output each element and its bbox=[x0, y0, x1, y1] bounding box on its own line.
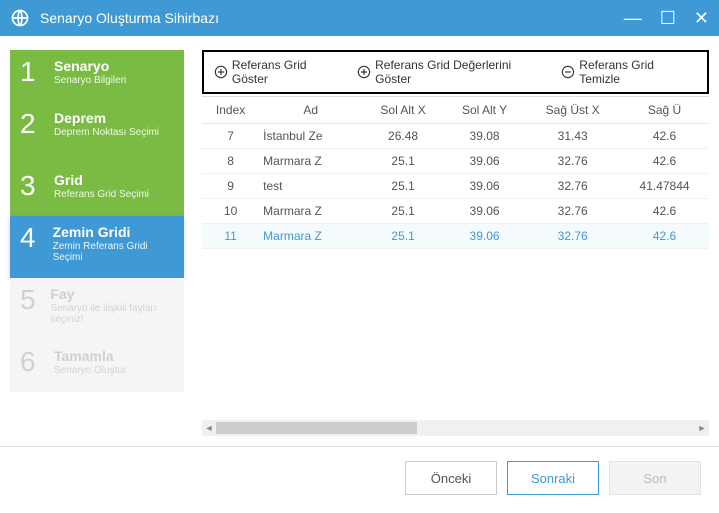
show-values-label: Referans Grid Değerlerini Göster bbox=[375, 58, 549, 86]
prev-button[interactable]: Önceki bbox=[405, 461, 497, 495]
scroll-left-icon[interactable]: ◄ bbox=[202, 421, 216, 435]
scroll-thumb[interactable] bbox=[216, 422, 417, 434]
step-subtitle: Zemin Referans Gridi Seçimi bbox=[53, 241, 174, 263]
table-cell: 32.76 bbox=[525, 224, 620, 249]
column-header[interactable]: Sol Alt Y bbox=[444, 97, 525, 124]
window-controls: — ☐ ✕ bbox=[624, 9, 709, 27]
finish-button: Son bbox=[609, 461, 701, 495]
step-title: Grid bbox=[54, 172, 149, 188]
step-number: 2 bbox=[20, 110, 48, 138]
table-row[interactable]: 8Marmara Z25.139.0632.7642.6 bbox=[202, 149, 709, 174]
table-cell: 10 bbox=[202, 199, 259, 224]
maximize-button[interactable]: ☐ bbox=[660, 9, 676, 27]
table-cell: 39.06 bbox=[444, 199, 525, 224]
scroll-track[interactable] bbox=[216, 422, 695, 434]
show-grid-label: Referans Grid Göster bbox=[232, 58, 345, 86]
table-cell: 25.1 bbox=[362, 149, 444, 174]
content-area: Referans Grid Göster Referans Grid Değer… bbox=[202, 50, 709, 436]
table-cell: 42.6 bbox=[620, 149, 709, 174]
table-cell: 25.1 bbox=[362, 174, 444, 199]
wizard-steps: 1 SenaryoSenaryo Bilgileri 2 DepremDeprem N… bbox=[10, 50, 184, 436]
table-cell: 26.48 bbox=[362, 124, 444, 149]
close-button[interactable]: ✕ bbox=[694, 9, 709, 27]
table-cell: 8 bbox=[202, 149, 259, 174]
table-row[interactable]: 10Marmara Z25.139.0632.7642.6 bbox=[202, 199, 709, 224]
toolbar: Referans Grid Göster Referans Grid Değer… bbox=[202, 50, 709, 94]
titlebar: Senaryo Oluşturma Sihirbazı — ☐ ✕ bbox=[0, 0, 719, 36]
step-title: Zemin Gridi bbox=[53, 224, 174, 240]
clear-grid-label: Referans Grid Temizle bbox=[579, 58, 697, 86]
plus-circle-icon bbox=[357, 65, 371, 79]
step-subtitle: Senaryo Bilgileri bbox=[54, 75, 126, 86]
step-number: 6 bbox=[20, 348, 48, 376]
table-cell: 39.06 bbox=[444, 149, 525, 174]
table-body: 7İstanbul Ze26.4839.0831.4342.68Marmara … bbox=[202, 124, 709, 249]
column-header[interactable]: Ad bbox=[259, 97, 362, 124]
clear-grid-button[interactable]: Referans Grid Temizle bbox=[557, 56, 701, 88]
table-row[interactable]: 7İstanbul Ze26.4839.0831.4342.6 bbox=[202, 124, 709, 149]
table-cell: 9 bbox=[202, 174, 259, 199]
minimize-button[interactable]: — bbox=[624, 9, 642, 27]
table-cell: 31.43 bbox=[525, 124, 620, 149]
wizard-step-4[interactable]: 4 Zemin GridiZemin Referans Gridi Seçimi bbox=[10, 216, 184, 278]
table-cell: 39.06 bbox=[444, 174, 525, 199]
scroll-right-icon[interactable]: ► bbox=[695, 421, 709, 435]
window-title: Senaryo Oluşturma Sihirbazı bbox=[40, 10, 624, 26]
table-cell: İstanbul Ze bbox=[259, 124, 362, 149]
footer: Önceki Sonraki Son bbox=[0, 446, 719, 509]
wizard-step-3[interactable]: 3 GridReferans Grid Seçimi bbox=[10, 164, 184, 216]
table-cell: 42.6 bbox=[620, 199, 709, 224]
step-subtitle: Senaryo Oluştur bbox=[54, 365, 126, 376]
table-cell: 39.08 bbox=[444, 124, 525, 149]
table-cell: 11 bbox=[202, 224, 259, 249]
table-cell: 32.76 bbox=[525, 174, 620, 199]
table-cell: 7 bbox=[202, 124, 259, 149]
column-header[interactable]: Index bbox=[202, 97, 259, 124]
next-button[interactable]: Sonraki bbox=[507, 461, 599, 495]
table-cell: Marmara Z bbox=[259, 199, 362, 224]
step-number: 1 bbox=[20, 58, 48, 86]
table-cell: Marmara Z bbox=[259, 224, 362, 249]
table-cell: 39.06 bbox=[444, 224, 525, 249]
step-number: 3 bbox=[20, 172, 48, 200]
table-cell: 32.76 bbox=[525, 149, 620, 174]
column-header[interactable]: Sol Alt X bbox=[362, 97, 444, 124]
table-cell: 25.1 bbox=[362, 224, 444, 249]
plus-circle-icon bbox=[214, 65, 228, 79]
wizard-step-1[interactable]: 1 SenaryoSenaryo Bilgileri bbox=[10, 50, 184, 102]
table-cell: Marmara Z bbox=[259, 149, 362, 174]
table-row[interactable]: 11Marmara Z25.139.0632.7642.6 bbox=[202, 224, 709, 249]
step-subtitle: Referans Grid Seçimi bbox=[54, 189, 149, 200]
wizard-step-6[interactable]: 6 TamamlaSenaryo Oluştur bbox=[10, 340, 184, 392]
minus-circle-icon bbox=[561, 65, 575, 79]
table-header-row: IndexAdSol Alt XSol Alt YSağ Üst XSağ Ü bbox=[202, 97, 709, 124]
app-icon bbox=[10, 8, 30, 28]
show-values-button[interactable]: Referans Grid Değerlerini Göster bbox=[353, 56, 553, 88]
wizard-step-5[interactable]: 5 FaySenaryo ile ilişkili fayları seçiniz… bbox=[10, 278, 184, 340]
column-header[interactable]: Sağ Ü bbox=[620, 97, 709, 124]
data-grid[interactable]: IndexAdSol Alt XSol Alt YSağ Üst XSağ Ü … bbox=[202, 96, 709, 420]
table-cell: test bbox=[259, 174, 362, 199]
step-subtitle: Deprem Noktası Seçimi bbox=[54, 127, 159, 138]
step-number: 4 bbox=[20, 224, 47, 252]
table-cell: 32.76 bbox=[525, 199, 620, 224]
step-number: 5 bbox=[20, 286, 44, 314]
show-grid-button[interactable]: Referans Grid Göster bbox=[210, 56, 349, 88]
step-subtitle: Senaryo ile ilişkili fayları seçiniz! bbox=[50, 303, 174, 325]
step-title: Senaryo bbox=[54, 58, 126, 74]
table-cell: 41.47844 bbox=[620, 174, 709, 199]
step-title: Tamamla bbox=[54, 348, 126, 364]
column-header[interactable]: Sağ Üst X bbox=[525, 97, 620, 124]
table-cell: 42.6 bbox=[620, 224, 709, 249]
table-row[interactable]: 9test25.139.0632.7641.47844 bbox=[202, 174, 709, 199]
horizontal-scrollbar[interactable]: ◄ ► bbox=[202, 420, 709, 436]
step-title: Deprem bbox=[54, 110, 159, 126]
table-cell: 42.6 bbox=[620, 124, 709, 149]
wizard-step-2[interactable]: 2 DepremDeprem Noktası Seçimi bbox=[10, 102, 184, 164]
table-cell: 25.1 bbox=[362, 199, 444, 224]
step-title: Fay bbox=[50, 286, 174, 302]
